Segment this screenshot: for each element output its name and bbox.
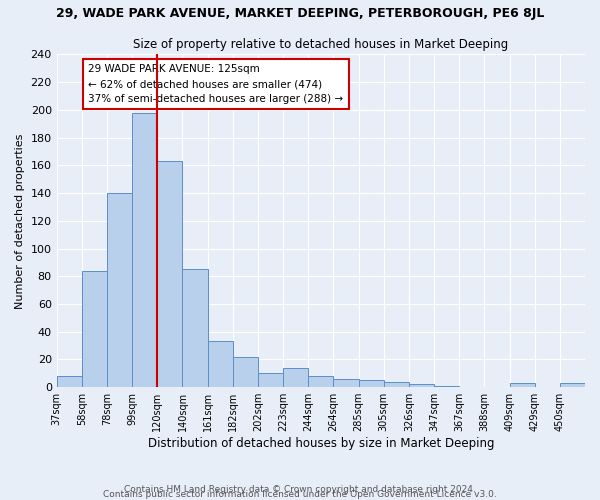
Bar [56, 376, 82, 387]
Bar [157, 161, 182, 387]
Text: Contains public sector information licensed under the Open Government Licence v3: Contains public sector information licen… [103, 490, 497, 499]
Bar [334, 379, 359, 387]
Bar [308, 376, 334, 387]
Bar [359, 380, 384, 387]
Text: 29, WADE PARK AVENUE, MARKET DEEPING, PETERBOROUGH, PE6 8JL: 29, WADE PARK AVENUE, MARKET DEEPING, PE… [56, 8, 544, 20]
Bar [384, 382, 409, 387]
Title: Size of property relative to detached houses in Market Deeping: Size of property relative to detached ho… [133, 38, 508, 51]
Bar [233, 356, 258, 387]
Y-axis label: Number of detached properties: Number of detached properties [15, 133, 25, 308]
Text: Contains HM Land Registry data © Crown copyright and database right 2024.: Contains HM Land Registry data © Crown c… [124, 485, 476, 494]
Bar [208, 342, 233, 387]
Bar [283, 368, 308, 387]
Bar [509, 383, 535, 387]
Bar [132, 112, 157, 387]
Bar [107, 193, 132, 387]
Text: 29 WADE PARK AVENUE: 125sqm
← 62% of detached houses are smaller (474)
37% of se: 29 WADE PARK AVENUE: 125sqm ← 62% of det… [88, 64, 343, 104]
Bar [82, 270, 107, 387]
X-axis label: Distribution of detached houses by size in Market Deeping: Distribution of detached houses by size … [148, 437, 494, 450]
Bar [182, 270, 208, 387]
Bar [409, 384, 434, 387]
Bar [560, 383, 585, 387]
Bar [434, 386, 459, 387]
Bar [258, 374, 283, 387]
